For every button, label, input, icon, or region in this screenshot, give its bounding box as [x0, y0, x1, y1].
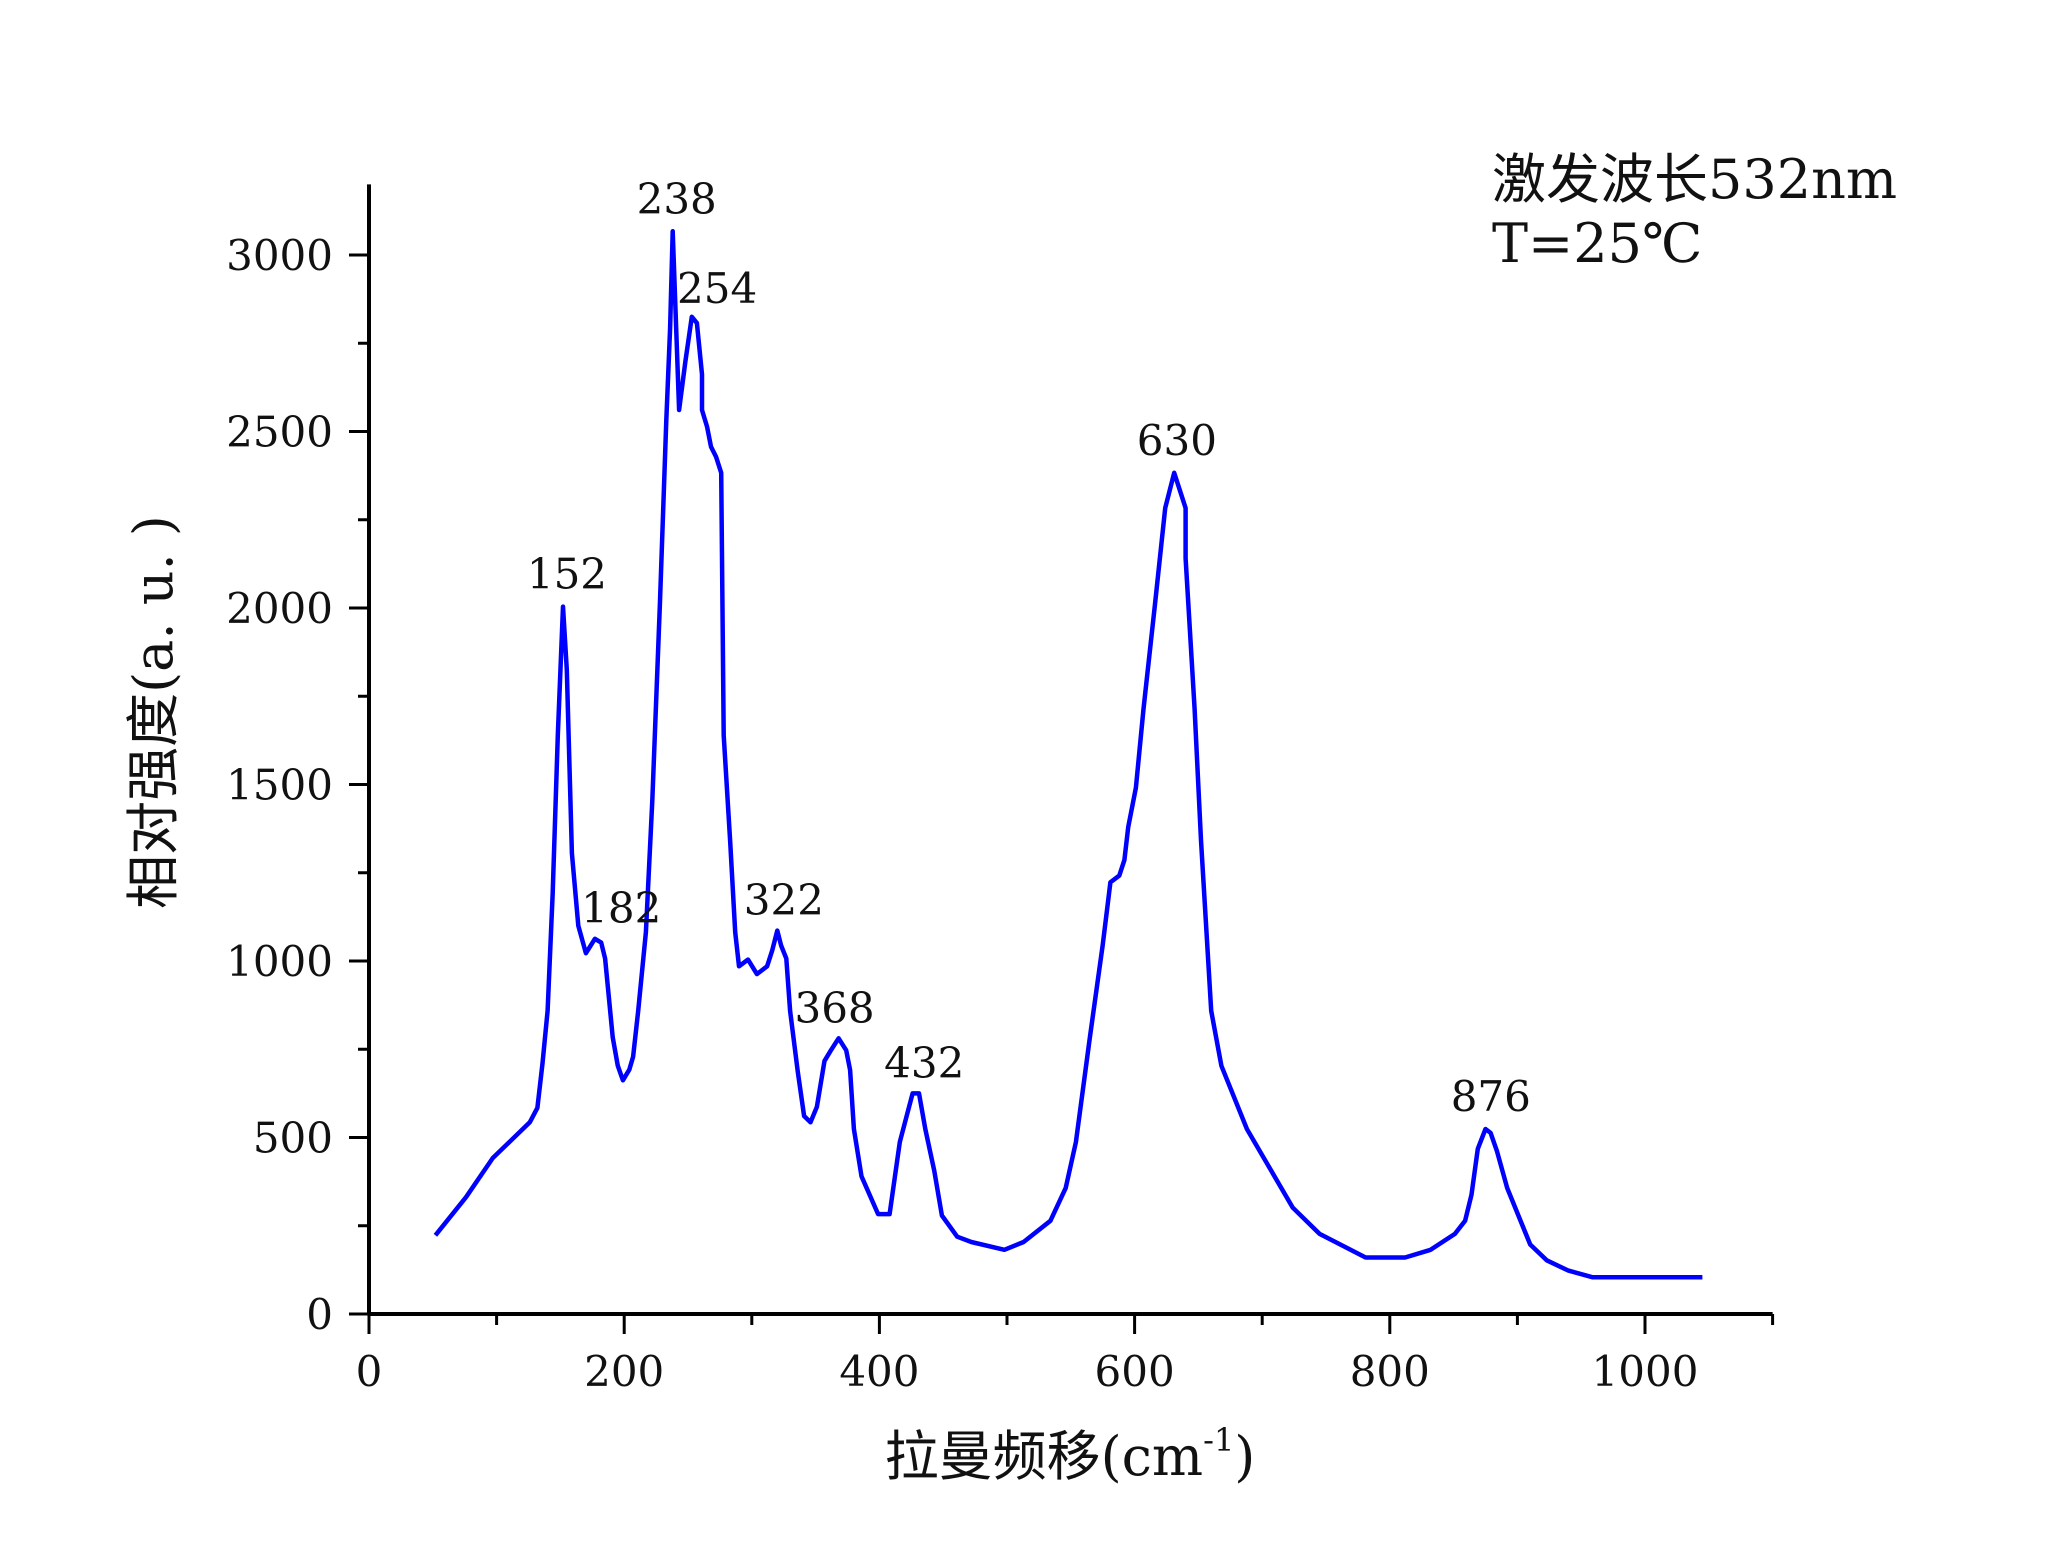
- peak-label: 368: [794, 983, 874, 1032]
- y-axis-label: 相对强度(a. u. ): [122, 515, 185, 909]
- spectrum-line: [433, 229, 1703, 1280]
- y-tick-label: 500: [253, 1114, 333, 1163]
- peak-label: 152: [527, 550, 607, 599]
- x-tick-label: 1000: [1592, 1347, 1699, 1396]
- y-tick-label: 1500: [226, 761, 333, 810]
- peak-label: 182: [581, 884, 661, 933]
- peak-label: 432: [884, 1038, 964, 1087]
- y-tick-label: 3000: [226, 231, 333, 280]
- y-tick-label: 2500: [226, 408, 333, 457]
- x-tick-label: 200: [584, 1347, 664, 1396]
- x-axis-label: 拉曼频移(cm-1): [885, 1421, 1256, 1488]
- x-tick-label: 600: [1095, 1347, 1175, 1396]
- y-tick-label: 0: [306, 1290, 333, 1339]
- peak-label: 238: [637, 174, 717, 223]
- x-tick-label: 0: [356, 1347, 383, 1396]
- annotation-wavelength: 激发波长532nm: [1492, 148, 1897, 211]
- peak-label: 876: [1451, 1072, 1531, 1121]
- x-tick-label: 800: [1350, 1347, 1430, 1396]
- annotation-temperature: T=25℃: [1492, 212, 1702, 275]
- ticks: 0 200 400 600 800 1000 0 500 1000 1500 2000 2500 300…: [226, 231, 1775, 1396]
- y-tick-label: 1000: [226, 937, 333, 986]
- peak-label: 630: [1137, 416, 1217, 465]
- x-tick-label: 400: [839, 1347, 919, 1396]
- y-tick-label: 2000: [226, 584, 333, 633]
- axes: [367, 184, 1773, 1316]
- peak-label: 254: [677, 264, 757, 313]
- peak-label: 322: [744, 876, 824, 925]
